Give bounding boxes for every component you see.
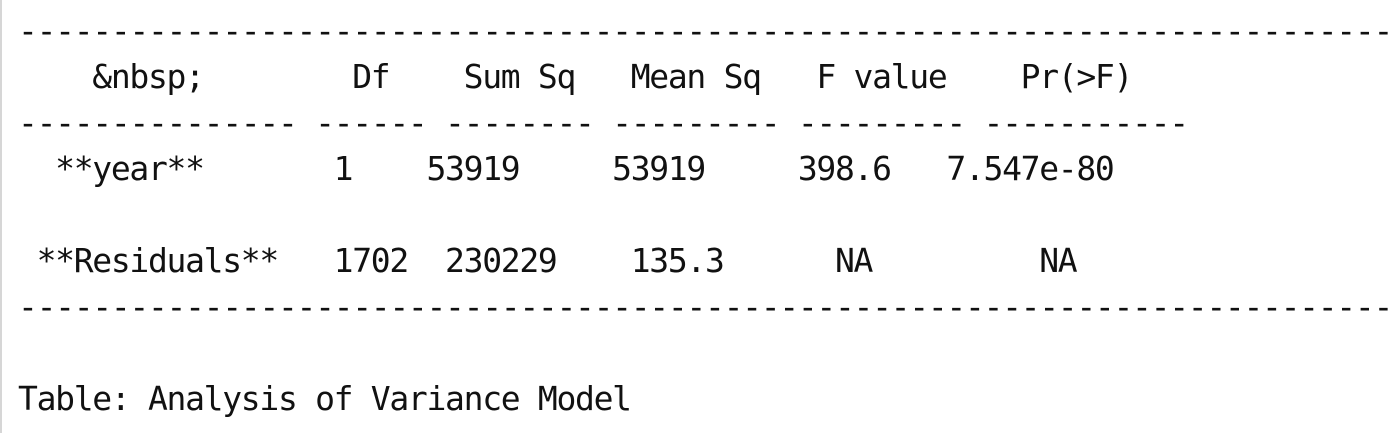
table-header-rule: --------------- ------ -------- --------…	[18, 103, 1189, 142]
table-spacer	[18, 192, 1392, 238]
anova-table-output: ----------------------------------------…	[18, 8, 1393, 422]
table-header-row: &nbsp; Df Sum Sq Mean Sq F value Pr(>F)	[18, 57, 1133, 96]
table-bottom-rule: ----------------------------------------…	[18, 287, 1393, 326]
table-top-rule: ----------------------------------------…	[18, 11, 1393, 50]
table-row-year: **year** 1 53919 53919 398.6 7.547e-80	[18, 149, 1115, 188]
table-spacer-2	[18, 330, 1392, 376]
table-caption: Table: Analysis of Variance Model	[18, 379, 632, 418]
table-row-residuals: **Residuals** 1702 230229 135.3 NA NA	[18, 241, 1078, 280]
